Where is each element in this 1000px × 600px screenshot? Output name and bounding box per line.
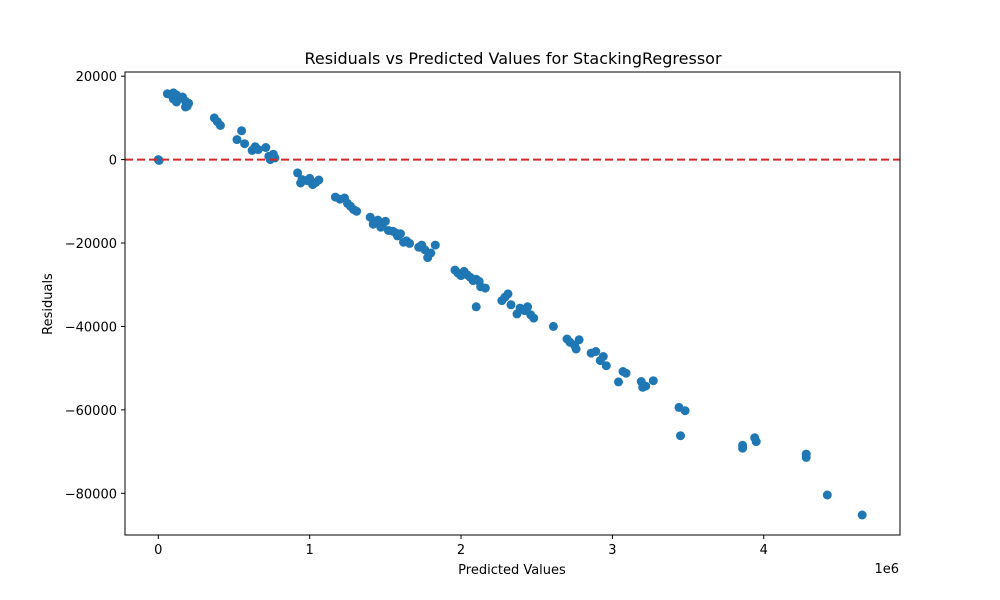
scatter-point: [480, 283, 490, 293]
scatter-point: [270, 153, 280, 163]
y-axis: 20000 0 −20000 −40000 −60000 −80000: [65, 70, 125, 502]
scatter-point: [215, 120, 225, 130]
x-axis-label: Predicted Values: [458, 563, 566, 578]
scatter-point: [621, 368, 631, 378]
scatter-point: [857, 510, 867, 520]
y-tick-label: −20000: [65, 237, 117, 252]
scatter-point: [237, 126, 247, 136]
scatter-point: [293, 168, 303, 178]
x-tick-label: 2: [457, 543, 465, 558]
x-axis: 0 1 2 3 4: [154, 535, 768, 558]
x-tick-label: 1: [306, 543, 314, 558]
x-offset-text: 1e6: [874, 562, 899, 577]
scatter-point: [574, 335, 584, 345]
scatter-point: [154, 155, 164, 165]
scatter-point: [591, 347, 601, 356]
y-axis-label: Residuals: [41, 273, 56, 335]
scatter-point: [801, 452, 811, 462]
y-tick-label: −40000: [65, 320, 117, 335]
scatter-point: [373, 215, 383, 225]
scatter-point: [471, 302, 481, 312]
scatter-point: [365, 212, 375, 222]
scatter-point: [680, 406, 690, 416]
scatter-point: [314, 175, 324, 185]
y-tick-label: 0: [109, 154, 117, 169]
scatter-point: [598, 352, 608, 361]
scatter-point: [676, 431, 685, 441]
scatter-point: [503, 289, 513, 299]
scatter-point: [523, 302, 533, 312]
scatter-point: [405, 238, 415, 248]
scatter-point: [571, 344, 581, 354]
scatter-point: [822, 490, 832, 500]
y-tick-label: 20000: [76, 70, 117, 85]
scatter-point: [380, 216, 390, 226]
scatter-point: [738, 440, 748, 450]
y-tick-label: −80000: [65, 487, 117, 502]
scatter-point: [172, 97, 181, 107]
scatter-point: [261, 143, 271, 152]
scatter-point: [396, 229, 405, 239]
scatter-point: [601, 361, 611, 371]
x-tick-label: 0: [154, 543, 162, 558]
scatter-point: [426, 248, 436, 258]
scatter-point: [648, 376, 658, 386]
scatter-point: [529, 313, 539, 323]
y-tick-label: −60000: [65, 404, 117, 419]
scatter-points: [153, 88, 867, 520]
chart-title: Residuals vs Predicted Values for Stacki…: [304, 49, 721, 68]
scatter-point: [232, 135, 242, 145]
scatter-point: [548, 321, 558, 331]
scatter-point: [641, 381, 651, 391]
scatter-point: [751, 437, 761, 447]
scatter-point: [614, 377, 623, 387]
plot-frame: [124, 71, 901, 536]
scatter-point: [240, 139, 250, 149]
scatter-point: [430, 240, 440, 250]
scatter-point: [352, 206, 362, 216]
scatter-point: [506, 300, 516, 310]
x-tick-label: 3: [608, 543, 616, 558]
x-tick-label: 4: [760, 543, 768, 558]
scatter-point: [182, 101, 192, 111]
scatter-point: [253, 145, 263, 155]
